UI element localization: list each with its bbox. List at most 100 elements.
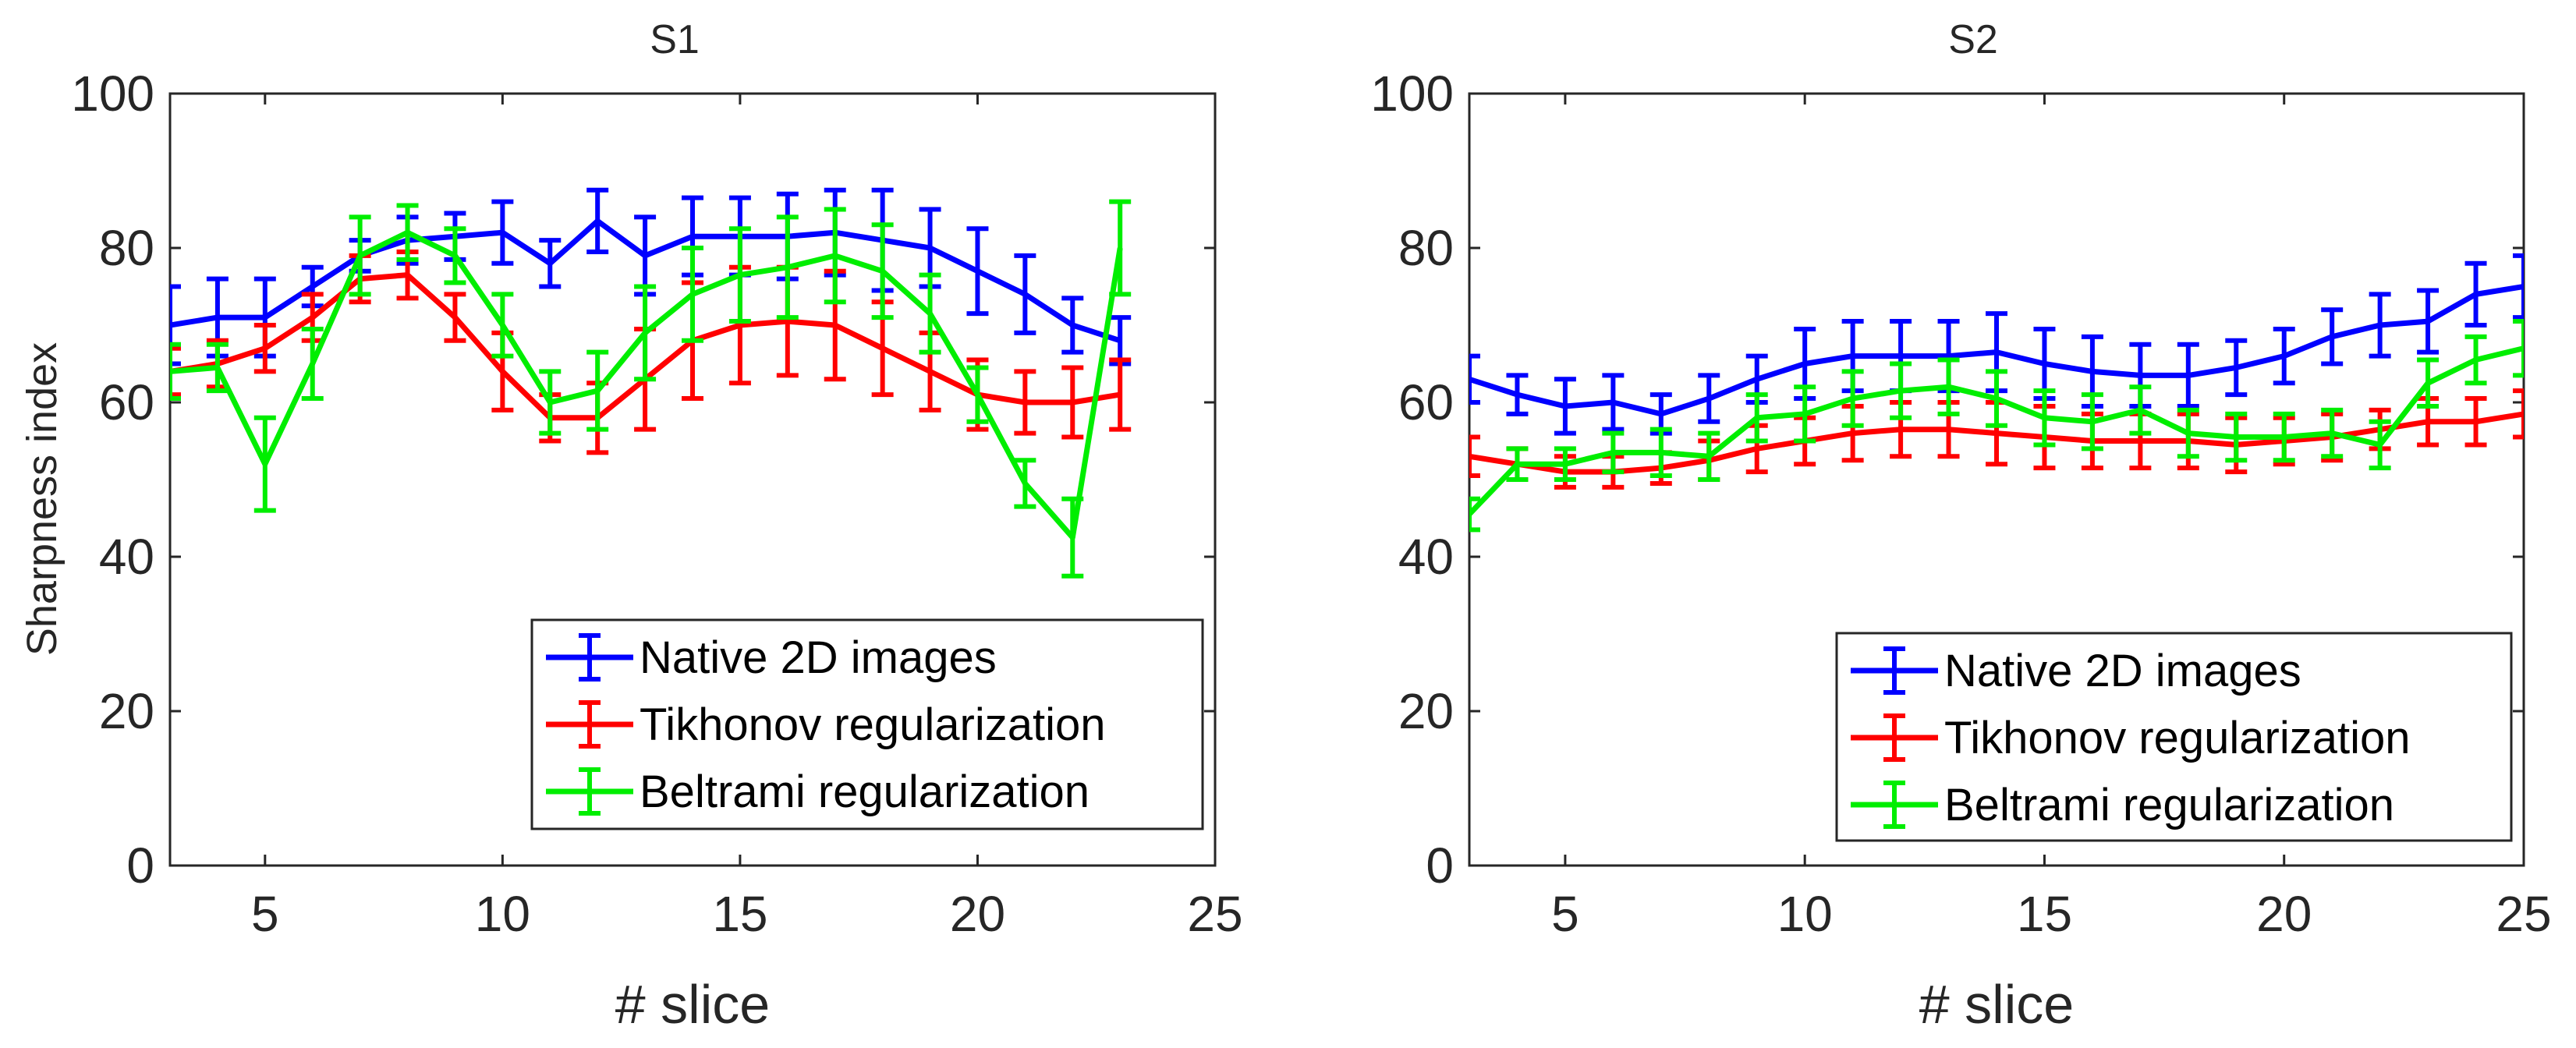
error-bar — [966, 226, 989, 317]
error-bar — [1794, 384, 1816, 444]
error-bar — [776, 214, 799, 320]
error-bar — [2177, 342, 2199, 409]
error-bar — [2417, 288, 2440, 355]
error-bar — [1061, 296, 1084, 355]
legend-item: Tikhonov regularization — [1851, 713, 2411, 763]
error-bar — [2369, 292, 2391, 359]
series-3 — [1469, 319, 2524, 533]
error-bar — [2225, 338, 2248, 398]
error-bar — [1506, 373, 1529, 416]
error-bar — [170, 345, 181, 398]
error-bar — [966, 365, 989, 424]
chart-s1: 5 10 15 20 25 0 20 40 60 80 100 S1 # slice Sharpness … — [19, 17, 1243, 1035]
error-bar — [824, 207, 846, 305]
legend-item: Beltrami regularization — [1851, 780, 2394, 830]
legend-label: Tikhonov regularization — [1944, 713, 2411, 763]
error-bar — [1469, 434, 1480, 479]
chart-title: S2 — [1948, 17, 1998, 62]
error-bar — [206, 342, 229, 394]
error-bar — [539, 369, 562, 436]
error-bar — [396, 203, 419, 262]
legend: Native 2D images Tikhonov regularization B… — [530, 618, 1204, 830]
y-tick-label: 60 — [99, 374, 154, 430]
error-bar — [1602, 430, 1625, 475]
error-bar — [1649, 427, 1672, 479]
error-bar — [586, 187, 609, 254]
plot-area — [1469, 253, 2524, 533]
error-bar — [728, 226, 751, 324]
error-bar — [2321, 407, 2344, 459]
error-bar — [2225, 411, 2248, 463]
error-bar — [444, 292, 466, 343]
legend-label: Beltrami regularization — [640, 767, 1090, 817]
legend-item: Native 2D images — [1851, 646, 2301, 696]
chart-title: S1 — [650, 17, 700, 62]
error-bar — [2513, 388, 2524, 440]
error-bar — [539, 238, 562, 289]
error-bar — [491, 199, 514, 266]
error-bar — [1061, 365, 1084, 440]
error-bar — [2513, 319, 2524, 378]
error-bar — [1506, 446, 1529, 482]
y-axis-label: Sharpness index — [19, 342, 66, 656]
error-bar — [2273, 411, 2295, 463]
x-tick-label: 25 — [1187, 886, 1242, 942]
y-tick-label: 0 — [126, 837, 154, 894]
y-tick-label: 20 — [1398, 683, 1454, 739]
error-bar — [301, 326, 324, 402]
x-tick-label: 15 — [712, 886, 767, 942]
error-bar — [1469, 496, 1480, 533]
y-tick-label: 100 — [1370, 66, 1454, 122]
error-bar — [1890, 361, 1912, 420]
error-bar — [349, 214, 371, 297]
error-bar — [634, 284, 657, 382]
error-bar — [1937, 357, 1960, 416]
error-bar — [2033, 388, 2056, 448]
error-bar — [1698, 430, 1720, 482]
x-axis-label: # slice — [1919, 974, 2074, 1035]
legend-box — [530, 618, 1204, 830]
error-bar — [170, 284, 181, 366]
legend-label: Tikhonov regularization — [640, 699, 1106, 750]
error-bar — [1109, 199, 1132, 297]
error-bar — [2129, 384, 2152, 436]
error-bar — [253, 323, 276, 374]
error-bar — [170, 342, 181, 402]
x-tick-label: 20 — [2256, 886, 2312, 942]
y-tick-label: 100 — [71, 66, 154, 122]
error-bar — [1745, 392, 1768, 444]
error-bar — [2513, 253, 2524, 320]
error-bar — [1841, 369, 1864, 428]
legend: Native 2D images Tikhonov regularization B… — [1835, 632, 2513, 842]
error-bar — [1554, 377, 1576, 436]
error-bar — [2464, 396, 2487, 448]
x-tick-label: 25 — [2496, 886, 2551, 942]
error-bar — [444, 226, 466, 285]
x-tick-label: 20 — [950, 886, 1005, 942]
error-bar — [491, 292, 514, 359]
error-bar — [1698, 373, 1720, 424]
error-bar — [253, 415, 276, 513]
legend-label: Native 2D images — [1944, 646, 2301, 696]
error-bar — [2369, 419, 2391, 471]
x-axis-label: # slice — [615, 974, 770, 1035]
legend-item: Beltrami regularization — [546, 767, 1090, 817]
error-bar — [2464, 260, 2487, 328]
x-tick-label: 15 — [2017, 886, 2072, 942]
y-tick-label: 0 — [1426, 837, 1454, 894]
series-3 — [170, 199, 1132, 579]
error-bar — [1602, 373, 1625, 432]
legend-box — [1835, 632, 2513, 842]
error-bar — [682, 246, 703, 343]
error-bar — [2417, 357, 2440, 409]
plot-area — [170, 187, 1132, 579]
legend-item: Native 2D images — [546, 632, 997, 683]
error-bar — [2464, 334, 2487, 386]
y-tick-label: 40 — [1398, 529, 1454, 585]
error-bar — [1061, 496, 1084, 579]
error-bar — [1014, 369, 1036, 436]
error-bar — [1014, 458, 1036, 509]
y-tick-label: 80 — [99, 220, 154, 276]
y-tick-label: 60 — [1398, 374, 1454, 430]
